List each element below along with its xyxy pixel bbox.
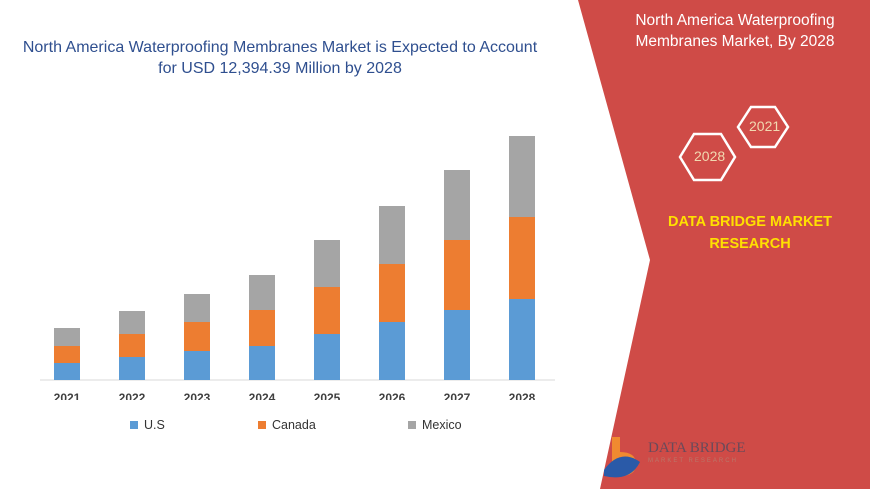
legend-canada: Canada [258,418,316,432]
bar-mexico-2021 [54,328,80,346]
bar-mexico-2024 [249,275,275,310]
legend-mexico: Mexico [408,418,462,432]
bar-canada-2022 [119,334,145,357]
chart-title: North America Waterproofing Membranes Ma… [22,39,538,77]
stacked-bar-chart: 2021 2022 2023 2024 2025 2026 2027 2028 [40,136,555,400]
x-tick-label: 2023 [184,391,211,400]
bar-canada-2025 [314,287,340,334]
legend-swatch [258,421,266,429]
hexagon-2021 [736,105,790,149]
bar-canada-2028 [509,217,535,299]
bar-us-2025 [314,334,340,380]
bar-canada-2026 [379,264,405,322]
x-tick-label: 2022 [119,391,146,400]
bar-us-2028 [509,299,535,380]
bar-us-2023 [184,351,210,380]
x-tick-label: 2025 [314,391,341,400]
bar-us-2024 [249,346,275,380]
bar-us-2027 [444,310,470,380]
bar-canada-2027 [444,240,470,310]
data-bridge-logo-icon [604,437,640,478]
bar-canada-2021 [54,346,80,363]
x-tick-label: 2027 [444,391,471,400]
bar-mexico-2022 [119,311,145,334]
x-tick-label: 2021 [54,391,81,400]
bar-mexico-2027 [444,170,470,240]
bar-mexico-2025 [314,240,340,287]
logo-text: DATA BRIDGE [648,440,746,456]
legend-us: U.S [130,418,165,432]
x-tick-label: 2028 [509,391,536,400]
bar-mexico-2023 [184,294,210,322]
bar-us-2021 [54,363,80,380]
bar-us-2022 [119,357,145,380]
x-tick-label: 2024 [249,391,276,400]
legend-label: Canada [272,418,316,432]
panel-title: North America Waterproofing Membranes Ma… [635,12,835,50]
x-tick-label: 2026 [379,391,406,400]
hexagon-2028 [678,132,737,182]
legend-label: U.S [144,418,165,432]
bar-us-2026 [379,322,405,380]
hex-year-2021: 2021 [749,118,781,134]
legend-label: Mexico [422,418,462,432]
bar-mexico-2028 [509,136,535,217]
bar-mexico-2026 [379,206,405,264]
hex-year-2028: 2028 [694,148,726,164]
legend-swatch [408,421,416,429]
brand-name: DATA BRIDGE MARKET RESEARCH [667,214,833,252]
logo-subtext: MARKET RESEARCH [648,458,738,464]
bar-canada-2023 [184,322,210,351]
legend-swatch [130,421,138,429]
bar-canada-2024 [249,310,275,346]
